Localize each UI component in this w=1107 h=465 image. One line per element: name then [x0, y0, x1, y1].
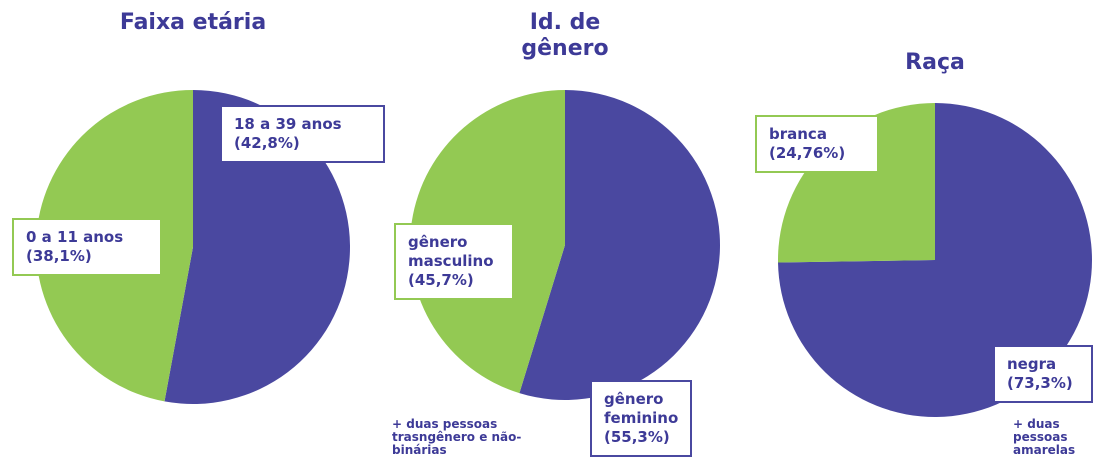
- annotation: + duas pessoas trasngênero e não-binária…: [392, 417, 522, 457]
- label-category: 0 a 11 anos: [26, 228, 124, 246]
- annotation: + duas pessoas amarelas: [1013, 417, 1076, 457]
- label-category: branca: [769, 125, 827, 143]
- slice-label: 0 a 11 anos (38,1%): [12, 218, 162, 276]
- chart-title: Id. de gênero: [521, 10, 609, 61]
- chart-title: Raça: [905, 50, 965, 75]
- label-category: negra: [1007, 355, 1057, 373]
- slice-label: gênero feminino (55,3%): [590, 380, 692, 457]
- label-value: (45,7%): [408, 271, 474, 289]
- slice-label: branca (24,76%): [755, 115, 879, 173]
- slice-label: gênero masculino (45,7%): [394, 223, 514, 300]
- label-value: (55,3%): [604, 428, 670, 446]
- label-value: (24,76%): [769, 144, 846, 162]
- label-category: 18 a 39 anos: [234, 115, 342, 133]
- chart-title: Faixa etária: [119, 10, 267, 35]
- label-category: gênero masculino: [408, 233, 494, 270]
- pie-slice: [164, 90, 350, 404]
- pie-slice: [519, 90, 720, 400]
- pie-slice: [778, 103, 935, 263]
- label-category: gênero feminino: [604, 390, 679, 427]
- slice-label: 18 a 39 anos (42,8%): [220, 105, 385, 163]
- label-value: (73,3%): [1007, 374, 1073, 392]
- pie-slice: [778, 103, 1093, 417]
- label-value: (42,8%): [234, 134, 300, 152]
- label-value: (38,1%): [26, 247, 92, 265]
- slice-label: negra (73,3%): [993, 345, 1093, 403]
